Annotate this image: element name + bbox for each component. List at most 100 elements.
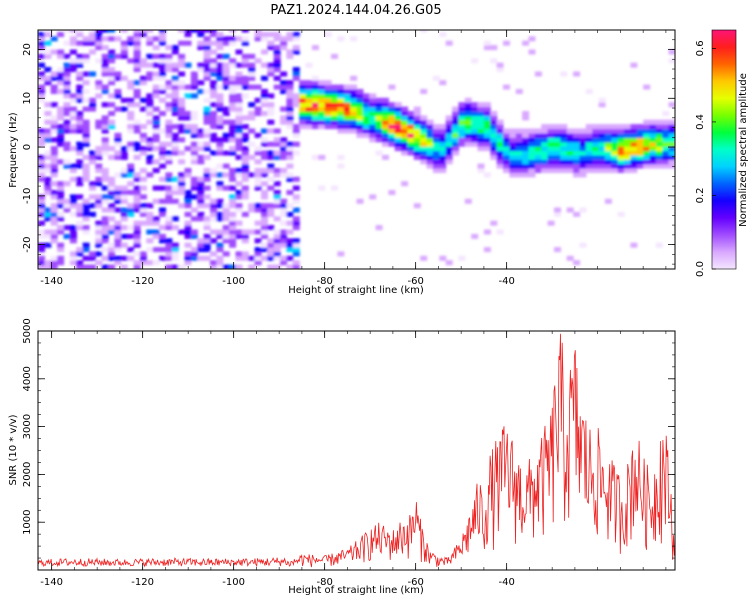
heatmap-cell — [509, 154, 517, 160]
heatmap-cell — [133, 251, 141, 257]
heatmap-cell — [57, 260, 65, 266]
heatmap-cell — [229, 172, 237, 178]
heatmap-cell — [190, 216, 198, 222]
heatmap-cell — [496, 150, 504, 156]
heatmap-cell — [216, 163, 224, 169]
heatmap-cell — [133, 154, 141, 160]
heatmap-cell — [528, 132, 536, 138]
heatmap-cell — [139, 176, 147, 182]
heatmap-cell — [248, 229, 256, 235]
heatmap-cell — [76, 260, 84, 266]
heatmap-cell — [114, 75, 122, 81]
heatmap-cell — [337, 124, 345, 130]
heatmap-cell — [44, 128, 52, 134]
heatmap-cell — [401, 181, 409, 187]
heatmap-cell — [76, 203, 84, 209]
heatmap-cell — [50, 119, 58, 125]
snr-series-line — [38, 333, 675, 568]
heatmap-cell — [579, 146, 587, 152]
heatmap-cell — [432, 75, 440, 81]
heatmap-cell — [229, 198, 237, 204]
heatmap-cell — [261, 190, 268, 195]
heatmap-cell — [267, 163, 275, 169]
heatmap-cell — [254, 106, 262, 112]
heatmap-cell — [394, 124, 402, 130]
heatmap-cell — [63, 225, 71, 231]
heatmap-cell — [241, 58, 249, 64]
heatmap-cell — [82, 198, 90, 204]
heatmap-cell — [229, 211, 237, 217]
heatmap-cell — [101, 84, 109, 90]
heatmap-cell — [426, 124, 434, 130]
heatmap-cell — [127, 233, 135, 239]
heatmap-cell — [178, 137, 186, 143]
heatmap-cell — [82, 255, 90, 261]
heatmap-cell — [604, 128, 612, 134]
heatmap-cell — [210, 30, 217, 33]
y-tick-label: -10 — [22, 188, 33, 204]
heatmap-cell — [69, 260, 77, 266]
heatmap-cell — [82, 229, 90, 235]
heatmap-cell — [503, 159, 510, 165]
heatmap-cell — [668, 132, 675, 138]
heatmap-cell — [63, 111, 71, 116]
heatmap-cell — [585, 146, 593, 152]
heatmap-cell — [95, 181, 103, 187]
heatmap-cell — [69, 238, 77, 244]
heatmap-cell — [534, 159, 542, 165]
heatmap-cell — [611, 163, 619, 169]
heatmap-cell — [216, 102, 224, 108]
heatmap-cell — [617, 128, 625, 134]
heatmap-cell — [420, 132, 428, 138]
heatmap-cell — [235, 124, 243, 130]
heatmap-cell — [82, 58, 90, 64]
heatmap-cell — [318, 80, 326, 86]
heatmap-cell — [401, 150, 409, 156]
heatmap-cell — [299, 124, 307, 130]
heatmap-cell — [662, 119, 670, 125]
heatmap-cell — [222, 216, 230, 222]
heatmap-cell — [190, 124, 198, 130]
heatmap-cell — [190, 233, 198, 239]
heatmap-cell — [44, 211, 52, 217]
heatmap-cell — [216, 242, 224, 248]
heatmap-cell — [413, 111, 421, 116]
heatmap-cell — [120, 233, 128, 239]
heatmap-cell — [407, 115, 415, 121]
heatmap-cell — [235, 106, 243, 112]
heatmap-cell — [127, 40, 135, 46]
heatmap-cell — [286, 255, 294, 261]
heatmap-cell — [273, 67, 281, 73]
heatmap-cell — [146, 220, 154, 226]
heatmap-cell — [311, 93, 319, 99]
heatmap-cell — [362, 97, 370, 103]
heatmap-cell — [76, 194, 84, 200]
heatmap-cell — [210, 124, 217, 130]
heatmap-cell — [133, 40, 141, 46]
heatmap-cell — [299, 84, 307, 90]
heatmap-cell — [331, 84, 338, 90]
heatmap-cell — [235, 233, 243, 239]
heatmap-cell — [203, 119, 211, 125]
heatmap-cell — [261, 211, 268, 217]
heatmap-cell — [229, 75, 237, 81]
heatmap-cell — [210, 40, 217, 46]
heatmap-cell — [624, 132, 631, 138]
heatmap-cell — [598, 150, 606, 156]
heatmap-cell — [171, 225, 179, 231]
heatmap-cell — [280, 150, 288, 156]
heatmap-cell — [241, 185, 249, 191]
heatmap-cell — [120, 97, 128, 103]
heatmap-cell — [114, 71, 122, 77]
heatmap-cell — [222, 67, 230, 73]
heatmap-cell — [203, 67, 211, 73]
heatmap-cell — [598, 146, 606, 152]
heatmap-cell — [69, 255, 77, 261]
heatmap-cell — [114, 185, 122, 191]
heatmap-cell — [611, 159, 619, 165]
heatmap-cell — [337, 36, 345, 42]
heatmap-cell — [165, 58, 173, 64]
heatmap-cell — [496, 163, 504, 169]
heatmap-cell — [159, 67, 166, 73]
heatmap-cell — [235, 93, 243, 99]
